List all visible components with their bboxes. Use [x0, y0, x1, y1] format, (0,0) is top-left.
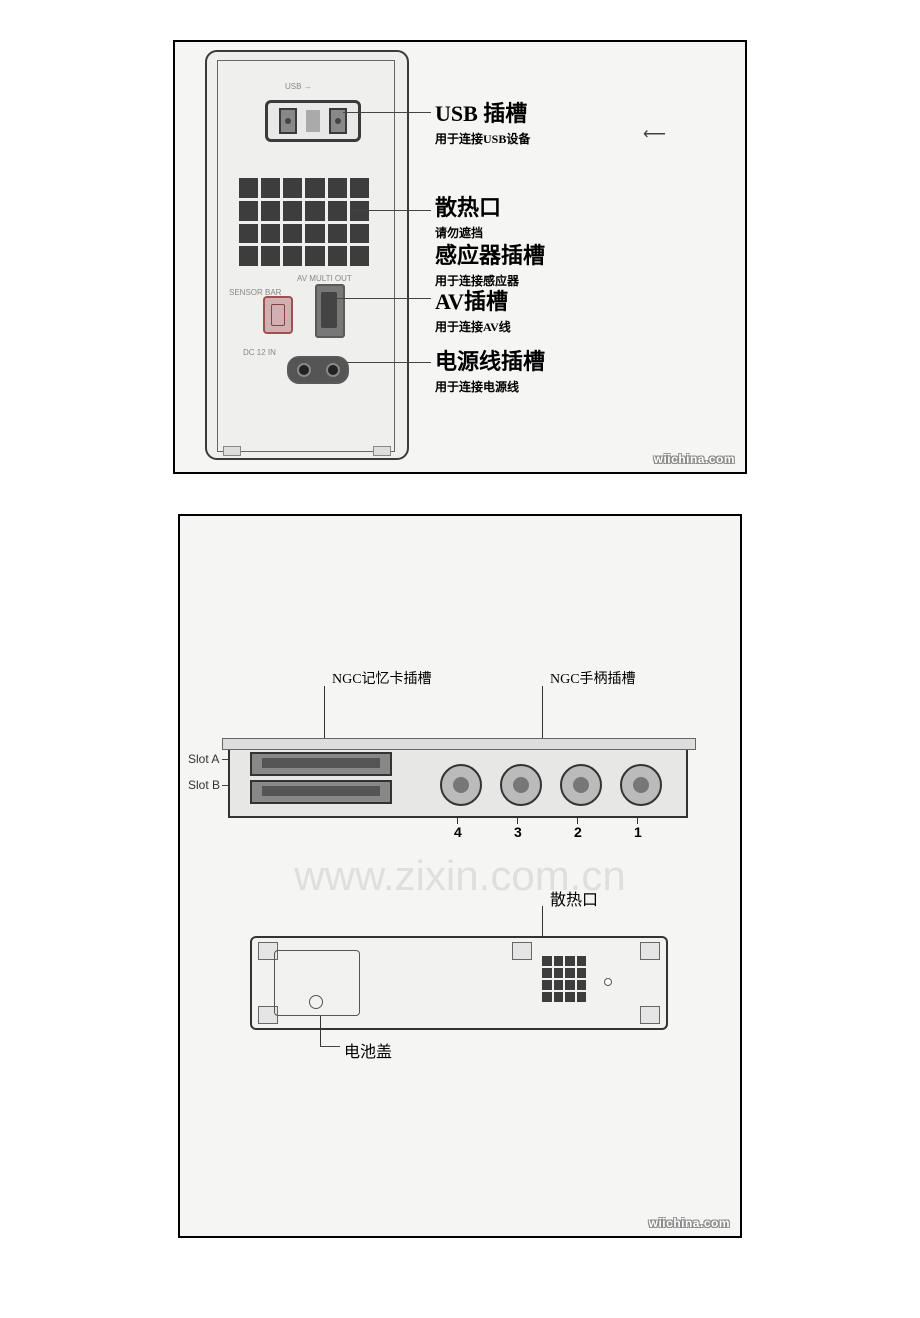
sensor-callout: 感应器插槽 用于连接感应器 — [435, 238, 545, 289]
bottom-panel — [250, 936, 668, 1030]
vent-callout: 散热口 请勿遮挡 — [435, 190, 501, 241]
usb-callout: USB 插槽 用于连接USB设备 — [435, 96, 530, 147]
av-title: AV插槽 — [435, 284, 511, 316]
slot-b-label: Slot B — [188, 778, 220, 792]
foot-right — [373, 446, 391, 456]
usb-arrow-icon: ⟵ — [643, 124, 666, 144]
power-pointer — [347, 362, 431, 363]
controller-port-2 — [560, 764, 602, 806]
usb-pointer — [343, 112, 431, 113]
av-callout: AV插槽 用于连接AV线 — [435, 284, 511, 335]
vent-title: 散热口 — [435, 190, 501, 222]
sensor-title: 感应器插槽 — [435, 238, 545, 270]
power-title: 电源线插槽 — [435, 344, 545, 376]
memcard-label: NGC记忆卡插槽 — [332, 668, 432, 688]
battery-cover — [274, 950, 360, 1016]
port-num-1: 1 — [634, 824, 642, 840]
memory-slot-b — [250, 780, 392, 804]
usb-title: USB 插槽 — [435, 96, 530, 128]
front-flap — [222, 738, 696, 750]
controller-port-3 — [500, 764, 542, 806]
sync-hole — [604, 978, 612, 986]
usb-sub: 用于连接USB设备 — [435, 130, 530, 147]
battery-label: 电池盖 — [344, 1038, 392, 1062]
port-num-4: 4 — [454, 824, 462, 840]
power-callout: 电源线插槽 用于连接电源线 — [435, 344, 545, 395]
port-num-3: 3 — [514, 824, 522, 840]
controller-port-4 — [440, 764, 482, 806]
vent-pointer — [351, 210, 431, 211]
battery-line — [320, 1016, 321, 1046]
controller-port-1 — [620, 764, 662, 806]
power-port — [287, 356, 349, 384]
usb-hole-left — [279, 108, 297, 134]
controller-line — [542, 686, 543, 744]
front-panel — [228, 740, 688, 818]
source-watermark-1: wiichina.com — [654, 452, 735, 466]
memory-slot-a — [250, 752, 392, 776]
memcard-line — [324, 686, 325, 746]
foot-left — [223, 446, 241, 456]
sensor-port — [263, 296, 293, 334]
av-sub: 用于连接AV线 — [435, 318, 511, 335]
usb-tiny-label: USB → — [285, 82, 312, 91]
controller-label: NGC手柄插槽 — [550, 668, 636, 688]
av-tiny-label: AV MULTI OUT — [297, 274, 352, 283]
av-port — [315, 284, 345, 338]
bottom-vent-label: 散热口 — [550, 886, 598, 910]
vent-grid — [239, 178, 369, 266]
power-tiny-label: DC 12 IN — [243, 348, 276, 357]
usb-mid — [306, 110, 320, 132]
power-sub: 用于连接电源线 — [435, 378, 545, 395]
rear-diagram: USB → AV MULTI OUT SENSOR BAR DC 12 IN U… — [173, 40, 747, 474]
av-pointer — [337, 298, 431, 299]
usb-port — [265, 100, 361, 142]
bottom-vent — [542, 956, 586, 1002]
port-num-2: 2 — [574, 824, 582, 840]
front-bottom-diagram: www.zixin.com.cn NGC记忆卡插槽 NGC手柄插槽 Slot A… — [178, 514, 742, 1238]
slot-a-label: Slot A — [188, 752, 219, 766]
source-watermark-2: wiichina.com — [649, 1216, 730, 1230]
